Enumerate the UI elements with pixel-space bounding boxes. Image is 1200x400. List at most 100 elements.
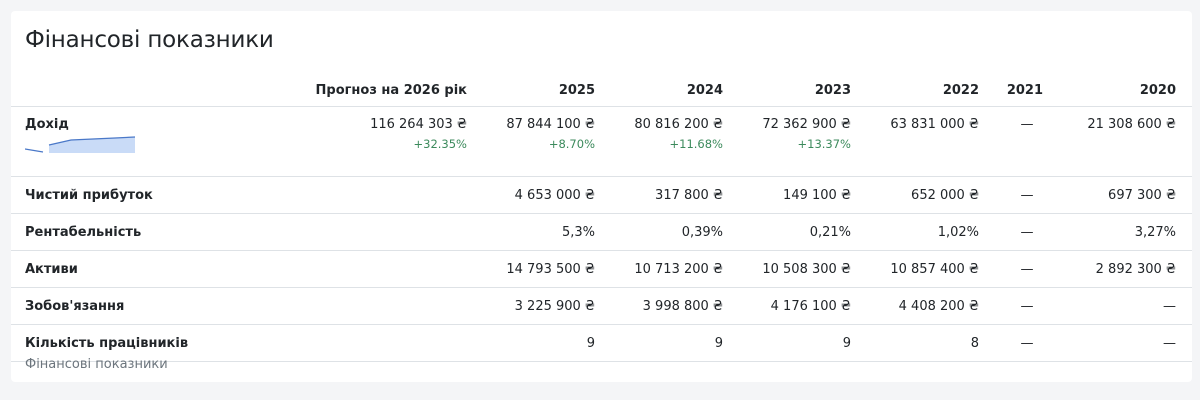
value-cell: —: [995, 324, 1059, 362]
value-cell: 3 225 900 ₴: [483, 287, 611, 325]
cell-value: 21 308 600 ₴: [1087, 117, 1176, 132]
cell-value: —: [1020, 261, 1034, 277]
value-cell: —: [995, 106, 1059, 177]
value-cell: 9: [483, 324, 611, 362]
value-cell: —: [1059, 324, 1192, 362]
row-label-text: Активи: [25, 261, 78, 277]
cell-value: 116 264 303 ₴: [370, 117, 467, 132]
value-cell: 10 713 200 ₴: [611, 250, 739, 288]
value-cell: [227, 287, 483, 325]
table-header-row: Прогноз на 2026 рік 2025 2024 2023 2022 …: [11, 73, 1192, 107]
value-cell: 9: [739, 324, 867, 362]
value-cell: 3 998 800 ₴: [611, 287, 739, 325]
cell-value: 4 653 000 ₴: [514, 187, 595, 203]
cell-value: 8: [970, 335, 979, 351]
row-label: Чистий прибуток: [11, 176, 227, 214]
table-row: Кількість працівників 9 9 9 8 — —: [11, 324, 1192, 362]
cell-value: —: [1020, 117, 1034, 132]
value-cell: 317 800 ₴: [611, 176, 739, 214]
value-cell: 149 100 ₴: [739, 176, 867, 214]
value-cell: —: [995, 213, 1059, 251]
cell-value: 14 793 500 ₴: [506, 261, 595, 277]
cell-value: 697 300 ₴: [1108, 187, 1176, 203]
value-cell: —: [1059, 287, 1192, 325]
cell-value: 9: [714, 335, 723, 351]
change-percent: +13.37%: [797, 137, 852, 151]
cell-value: 9: [842, 335, 851, 351]
cell-value: 2 892 300 ₴: [1095, 261, 1176, 277]
value-cell: 14 793 500 ₴: [483, 250, 611, 288]
value-cell: 0,21%: [739, 213, 867, 251]
value-cell: 8: [867, 324, 995, 362]
header-2022: 2022: [867, 73, 995, 107]
value-cell: 9: [611, 324, 739, 362]
row-label: Рентабельність: [11, 213, 227, 251]
cell-value: —: [1020, 298, 1034, 314]
value-cell: 4 408 200 ₴: [867, 287, 995, 325]
value-cell: —: [995, 176, 1059, 214]
financial-indicators-card: Фінансові показники Прогноз на 2026 рік …: [11, 11, 1192, 382]
value-cell: 4 176 100 ₴: [739, 287, 867, 325]
row-label: Зобов'язання: [11, 287, 227, 325]
cell-value: 149 100 ₴: [783, 187, 851, 203]
value-cell: 72 362 900 ₴ +13.37%: [739, 106, 867, 177]
value-cell: 10 857 400 ₴: [867, 250, 995, 288]
row-label-text: Дохід: [25, 117, 69, 132]
header-2024: 2024: [611, 73, 739, 107]
cell-value: 4 176 100 ₴: [770, 298, 851, 314]
value-cell: —: [995, 250, 1059, 288]
cell-value: 3 225 900 ₴: [514, 298, 595, 314]
cell-value: 72 362 900 ₴: [762, 117, 851, 132]
value-cell: 10 508 300 ₴: [739, 250, 867, 288]
cell-value: 0,21%: [809, 224, 851, 240]
change-percent: +32.35%: [413, 137, 468, 151]
value-cell: 116 264 303 ₴ +32.35%: [227, 106, 483, 177]
cell-value: 652 000 ₴: [911, 187, 979, 203]
sparkline-area: [49, 137, 135, 153]
cell-value: 3 998 800 ₴: [642, 298, 723, 314]
change-percent: +8.70%: [548, 137, 595, 151]
cell-value: 63 831 000 ₴: [890, 117, 979, 132]
value-cell: 63 831 000 ₴: [867, 106, 995, 177]
card-title: Фінансові показники: [25, 27, 274, 53]
table-row: Рентабельність 5,3% 0,39% 0,21% 1,02% — 3,27%: [11, 213, 1192, 251]
row-label-text: Зобов'язання: [25, 298, 125, 314]
value-cell: 5,3%: [483, 213, 611, 251]
header-2025: 2025: [483, 73, 611, 107]
value-cell: 652 000 ₴: [867, 176, 995, 214]
cell-value: 5,3%: [561, 224, 595, 240]
sparkline-line: [48, 136, 136, 146]
cell-value: —: [1020, 187, 1034, 203]
row-label-text: Рентабельність: [25, 224, 142, 240]
value-cell: 0,39%: [611, 213, 739, 251]
cell-value: 1,02%: [937, 224, 979, 240]
value-cell: 87 844 100 ₴ +8.70%: [483, 106, 611, 177]
value-cell: 3,27%: [1059, 213, 1192, 251]
cell-value: 87 844 100 ₴: [506, 117, 595, 132]
cell-value: 10 508 300 ₴: [762, 261, 851, 277]
cell-value: 3,27%: [1134, 224, 1176, 240]
cell-value: 80 816 200 ₴: [634, 117, 723, 132]
value-cell: 80 816 200 ₴ +11.68%: [611, 106, 739, 177]
value-cell: —: [995, 287, 1059, 325]
cell-value: —: [1163, 335, 1176, 351]
change-percent: +11.68%: [669, 137, 724, 151]
value-cell: 4 653 000 ₴: [483, 176, 611, 214]
row-label: Кількість працівників: [11, 324, 227, 362]
value-cell: 21 308 600 ₴: [1059, 106, 1192, 177]
sparkline-line-start: [25, 148, 44, 153]
table-caption: Фінансові показники: [25, 357, 168, 372]
revenue-sparkline: [25, 136, 136, 153]
table-row: Чистий прибуток 4 653 000 ₴ 317 800 ₴ 149 1…: [11, 176, 1192, 214]
cell-value: —: [1163, 298, 1176, 314]
header-2023: 2023: [739, 73, 867, 107]
cell-value: 10 713 200 ₴: [634, 261, 723, 277]
row-label-text: Кількість працівників: [25, 335, 189, 351]
value-cell: [227, 324, 483, 362]
cell-value: —: [1020, 335, 1034, 351]
row-label: Активи: [11, 250, 227, 288]
cell-value: 4 408 200 ₴: [898, 298, 979, 314]
row-label: Дохід: [11, 106, 227, 177]
value-cell: [227, 176, 483, 214]
table-row: Зобов'язання 3 225 900 ₴ 3 998 800 ₴ 4 176 …: [11, 287, 1192, 325]
